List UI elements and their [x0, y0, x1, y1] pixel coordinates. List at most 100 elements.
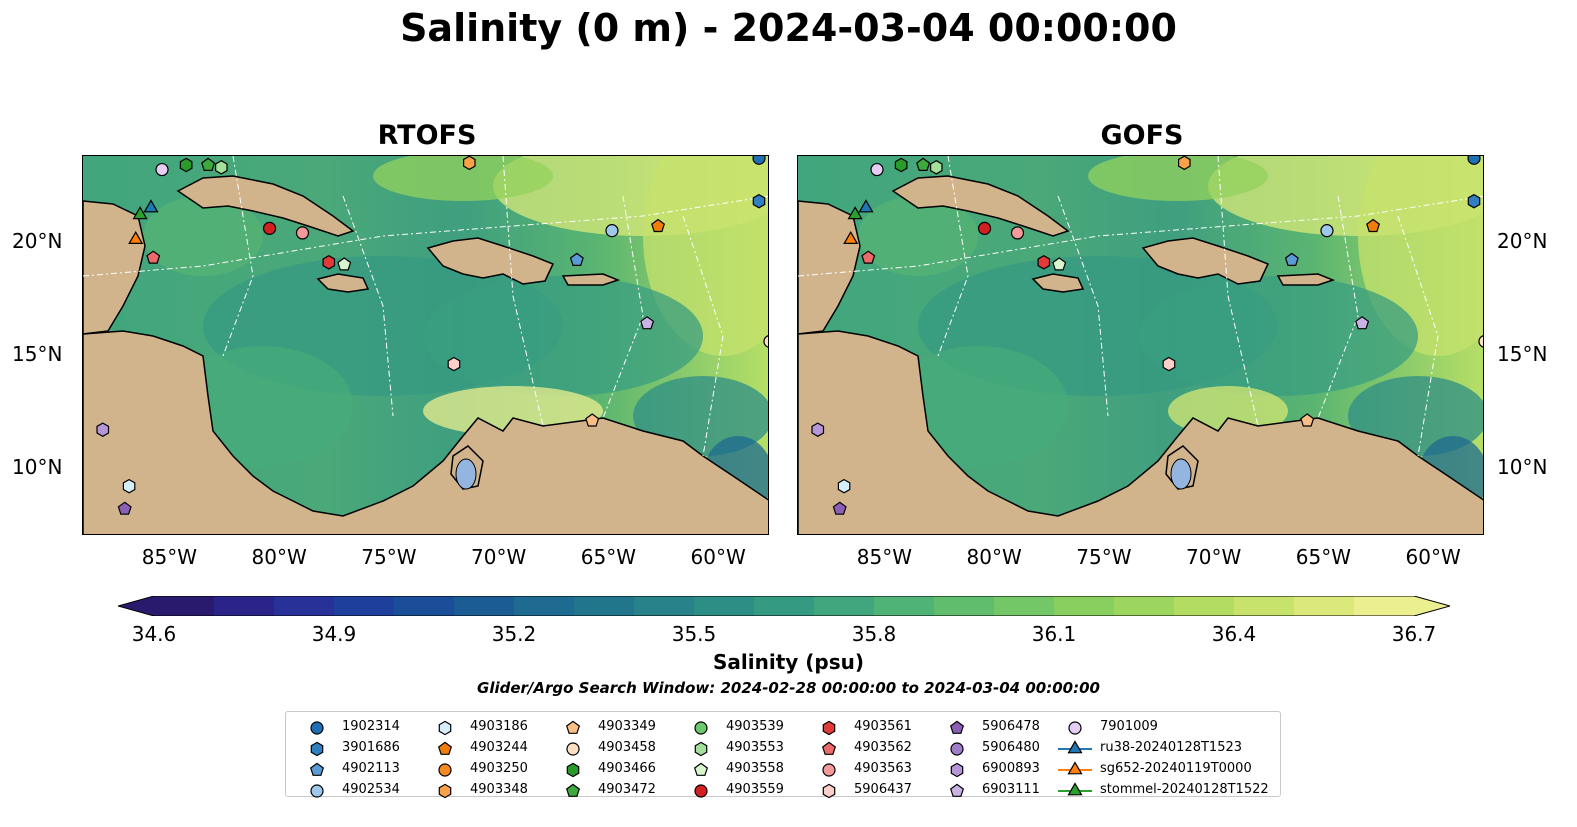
colorbar-bin — [814, 596, 875, 616]
search-window-text: Glider/Argo Search Window: 2024-02-28 00… — [477, 679, 1100, 697]
legend-marker-icon — [694, 741, 708, 757]
salinity-anomaly — [173, 346, 353, 466]
float-marker-4903244 — [1366, 218, 1381, 233]
float-marker-4902113 — [1284, 252, 1299, 267]
legend-label: ru38-20240128T1523 — [1100, 740, 1243, 755]
colorbar-tick-label: 34.9 — [311, 622, 357, 646]
legend-marker-icon — [949, 783, 965, 797]
eez-boundary — [602, 195, 644, 419]
land-mass — [561, 273, 621, 286]
float-marker-stommel-20240128T1522 — [847, 206, 863, 220]
float-marker-4903349 — [1300, 413, 1315, 427]
colorbar-bin — [334, 596, 395, 616]
legend: 1902314 3901686 4902113 4902534 4903186 49032… — [285, 711, 1281, 799]
legend-label: 4903458 — [598, 740, 656, 755]
eez-boundary — [682, 215, 724, 457]
salinity-anomaly — [373, 156, 553, 201]
float-marker-4903559 — [977, 221, 992, 235]
colorbar-extend-min — [118, 596, 154, 616]
colorbar-bin — [934, 596, 995, 616]
legend-marker — [566, 762, 580, 778]
legend-marker-icon — [438, 720, 452, 736]
float-marker-4903348 — [1178, 156, 1191, 171]
legend-label: 4903466 — [598, 761, 656, 776]
y-tick-label: 15°N — [1497, 342, 1548, 367]
legend-marker-icon — [822, 783, 836, 799]
float-marker-4903349 — [585, 413, 600, 427]
land-mass — [891, 175, 1070, 237]
float-marker-sg652-20240119T0000 — [128, 231, 144, 245]
eez-boundary — [83, 195, 768, 277]
legend-marker-icon — [821, 741, 837, 755]
float-marker-4903558 — [337, 257, 352, 271]
float-marker-6900893 — [811, 422, 825, 437]
figure-title: Salinity (0 m) - 2024-03-04 00:00:00 — [400, 6, 1177, 50]
float-marker-4903553 — [930, 160, 943, 175]
float-marker-5906437 — [1162, 356, 1176, 372]
legend-label: 4903558 — [726, 761, 784, 776]
salinity-anomaly — [1088, 156, 1268, 201]
float-marker-4903561 — [322, 255, 336, 270]
legend-marker — [565, 783, 581, 797]
legend-marker — [438, 763, 452, 777]
y-tick-label: 10°N — [12, 455, 63, 480]
colorbar-bin — [394, 596, 455, 616]
float-marker-6900893 — [96, 422, 110, 437]
legend-marker-icon — [1058, 782, 1092, 796]
salinity-field — [798, 156, 1483, 534]
colorbar-bin — [1234, 596, 1295, 616]
rtofs-map — [82, 155, 769, 535]
land-mass — [1141, 237, 1270, 285]
legend-marker — [822, 720, 836, 736]
salinity-anomaly — [423, 276, 703, 396]
legend-marker — [438, 783, 452, 799]
legend-marker — [694, 784, 708, 798]
legend-label: 6900893 — [982, 761, 1040, 776]
float-marker-5906478 — [117, 501, 132, 515]
legend-label: 3901686 — [342, 740, 400, 755]
float-marker-sg652-20240119T0000 — [843, 231, 859, 245]
panel-title-gofs: GOFS — [1100, 120, 1184, 151]
float-marker-3901686 — [1467, 193, 1481, 209]
colorbar-tick-label: 34.6 — [131, 622, 177, 646]
legend-label: 7901009 — [1100, 719, 1158, 734]
legend-marker — [565, 720, 581, 734]
colorbar-bin — [514, 596, 575, 616]
colorbar-bin — [454, 596, 515, 616]
legend-label: 4903562 — [854, 740, 912, 755]
x-tick-label: 60°W — [1405, 545, 1461, 569]
float-marker-stommel-20240128T1522 — [132, 206, 148, 220]
x-tick-label: 80°W — [251, 545, 307, 569]
land-mass — [426, 237, 555, 285]
float-marker-5906437 — [447, 356, 461, 372]
colorbar-bin — [754, 596, 815, 616]
land-mass — [1031, 273, 1085, 293]
x-tick-label: 75°W — [361, 545, 417, 569]
legend-marker — [694, 741, 708, 757]
legend-marker — [1067, 782, 1083, 796]
legend-marker — [1068, 721, 1082, 735]
x-tick-label: 80°W — [966, 545, 1022, 569]
float-marker-4903472 — [916, 157, 931, 171]
float-marker-4903466 — [179, 157, 193, 173]
float-marker-6903111 — [640, 316, 655, 330]
legend-marker-icon — [565, 720, 581, 734]
legend-marker — [822, 783, 836, 799]
legend-label: 4903559 — [726, 782, 784, 797]
land-mass — [798, 330, 1483, 534]
x-tick-label: 70°W — [1186, 545, 1242, 569]
legend-marker — [821, 741, 837, 755]
legend-marker-icon — [694, 784, 708, 798]
legend-marker — [310, 784, 324, 798]
y-tick-label: 20°N — [1497, 228, 1548, 253]
colorbar-label: Salinity (psu) — [712, 650, 864, 674]
colorbar-bin — [634, 596, 695, 616]
legend-marker-icon — [309, 762, 325, 776]
legend-label: 6903111 — [982, 782, 1040, 797]
eez-boundary — [1057, 195, 1109, 417]
legend-marker — [822, 763, 836, 777]
legend-marker-icon — [438, 763, 452, 777]
float-marker-6903111 — [1355, 316, 1370, 330]
legend-marker — [949, 720, 965, 734]
float-marker-4903559 — [262, 221, 277, 235]
